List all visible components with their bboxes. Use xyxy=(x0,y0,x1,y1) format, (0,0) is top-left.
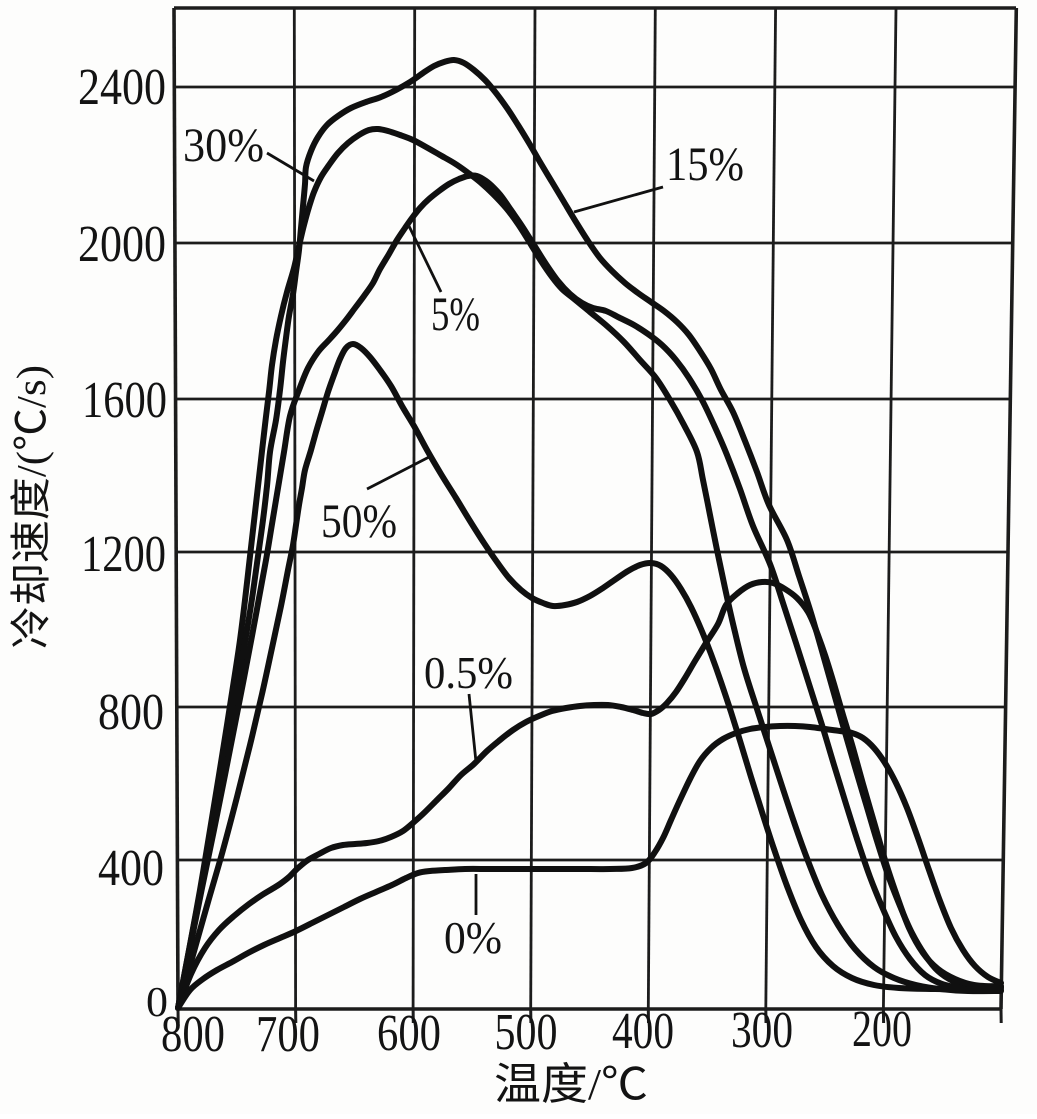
svg-text:冷却速度/(℃/s): 冷却速度/(℃/s) xyxy=(8,365,54,649)
svg-text:温度/℃: 温度/℃ xyxy=(494,1060,648,1109)
svg-text:400: 400 xyxy=(98,840,164,897)
svg-text:300: 300 xyxy=(731,1002,793,1059)
svg-text:800: 800 xyxy=(98,684,164,741)
svg-text:50%: 50% xyxy=(321,495,397,548)
svg-text:1600: 1600 xyxy=(82,372,167,429)
svg-text:30%: 30% xyxy=(183,119,264,172)
svg-text:400: 400 xyxy=(612,1003,674,1060)
svg-text:500: 500 xyxy=(495,1004,558,1061)
svg-text:800: 800 xyxy=(161,1006,225,1063)
svg-text:0%: 0% xyxy=(444,912,502,963)
svg-text:15%: 15% xyxy=(666,138,744,191)
svg-text:200: 200 xyxy=(852,1001,912,1058)
svg-text:600: 600 xyxy=(377,1005,441,1062)
svg-text:1200: 1200 xyxy=(81,526,166,583)
svg-text:700: 700 xyxy=(256,1006,320,1063)
svg-text:5%: 5% xyxy=(431,288,480,341)
svg-text:2400: 2400 xyxy=(78,59,166,116)
svg-text:0.5%: 0.5% xyxy=(424,647,513,698)
svg-text:2000: 2000 xyxy=(78,216,166,273)
